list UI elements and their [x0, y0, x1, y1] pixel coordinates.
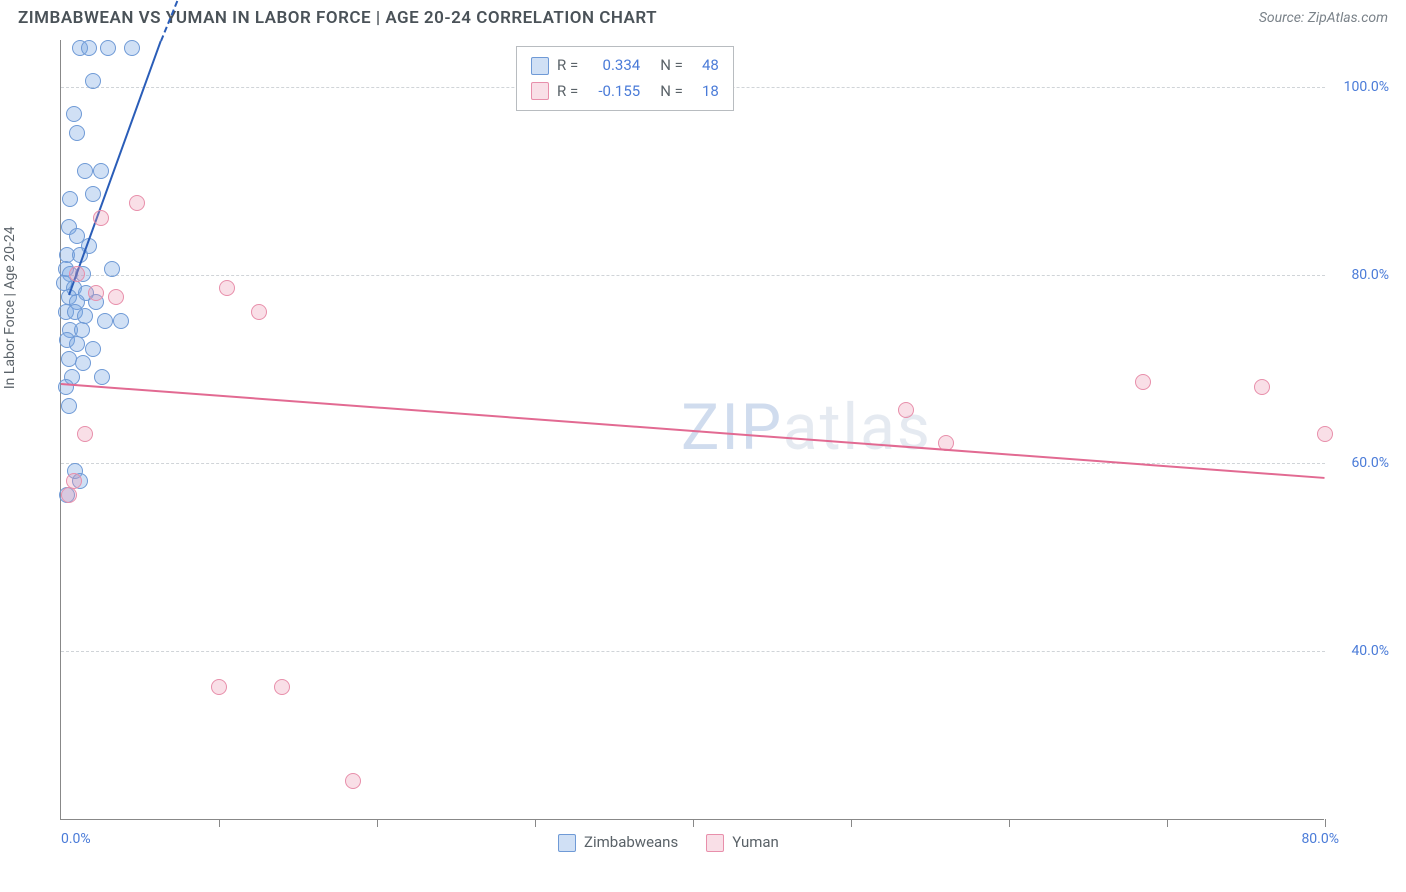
data-point	[81, 40, 97, 56]
correlation-chart: 40.0%60.0%80.0%100.0%0.0%80.0%ZIPatlasR …	[18, 40, 1324, 820]
x-tick-label-right: 80.0%	[1301, 831, 1339, 847]
series-legend-item: Yuman	[706, 830, 779, 856]
x-tick	[377, 819, 378, 827]
data-point	[1254, 379, 1270, 395]
data-point	[62, 191, 78, 207]
x-tick	[219, 819, 220, 827]
data-point	[345, 773, 361, 789]
stats-legend-row: R = -0.155N = 18	[531, 79, 719, 105]
data-point	[104, 261, 120, 277]
data-point	[61, 487, 77, 503]
y-axis-label: In Labor Force | Age 20-24	[2, 226, 18, 389]
data-point	[108, 289, 124, 305]
x-tick	[693, 819, 694, 827]
stats-legend: R = 0.334N = 48R = -0.155N = 18	[516, 46, 734, 111]
data-point	[93, 163, 109, 179]
x-tick	[1325, 819, 1326, 827]
data-point	[85, 186, 101, 202]
data-point	[77, 163, 93, 179]
y-tick-label: 100.0%	[1344, 79, 1389, 95]
x-tick	[535, 819, 536, 827]
y-tick-label: 80.0%	[1351, 267, 1389, 283]
x-tick	[851, 819, 852, 827]
regression-line	[61, 383, 1325, 479]
x-tick	[1167, 819, 1168, 827]
data-point	[124, 40, 140, 56]
gridline-h	[61, 275, 1325, 276]
data-point	[66, 106, 82, 122]
data-point	[58, 379, 74, 395]
x-tick	[1009, 819, 1010, 827]
series-legend: Zimbabweans Yuman	[558, 830, 779, 856]
data-point	[1135, 374, 1151, 390]
data-point	[113, 313, 129, 329]
data-point	[251, 304, 267, 320]
plot-area: 40.0%60.0%80.0%100.0%0.0%80.0%ZIPatlasR …	[60, 40, 1324, 820]
y-tick-label: 60.0%	[1351, 455, 1389, 471]
data-point	[211, 679, 227, 695]
series-legend-item: Zimbabweans	[558, 830, 678, 856]
data-point	[129, 195, 145, 211]
data-point	[85, 341, 101, 357]
y-tick-label: 40.0%	[1351, 643, 1389, 659]
stats-legend-row: R = 0.334N = 48	[531, 53, 719, 79]
data-point	[61, 398, 77, 414]
data-point	[274, 679, 290, 695]
data-point	[69, 125, 85, 141]
data-point	[1317, 426, 1333, 442]
source-attribution: Source: ZipAtlas.com	[1259, 10, 1388, 26]
data-point	[75, 355, 91, 371]
chart-title: ZIMBABWEAN VS YUMAN IN LABOR FORCE | AGE…	[18, 8, 657, 28]
data-point	[85, 73, 101, 89]
chart-header: ZIMBABWEAN VS YUMAN IN LABOR FORCE | AGE…	[0, 0, 1406, 40]
data-point	[97, 313, 113, 329]
data-point	[69, 266, 85, 282]
data-point	[77, 426, 93, 442]
data-point	[94, 369, 110, 385]
data-point	[898, 402, 914, 418]
data-point	[88, 285, 104, 301]
watermark: ZIPatlas	[681, 390, 932, 465]
x-tick-label-left: 0.0%	[61, 831, 91, 847]
data-point	[93, 210, 109, 226]
data-point	[219, 280, 235, 296]
data-point	[100, 40, 116, 56]
gridline-h	[61, 651, 1325, 652]
